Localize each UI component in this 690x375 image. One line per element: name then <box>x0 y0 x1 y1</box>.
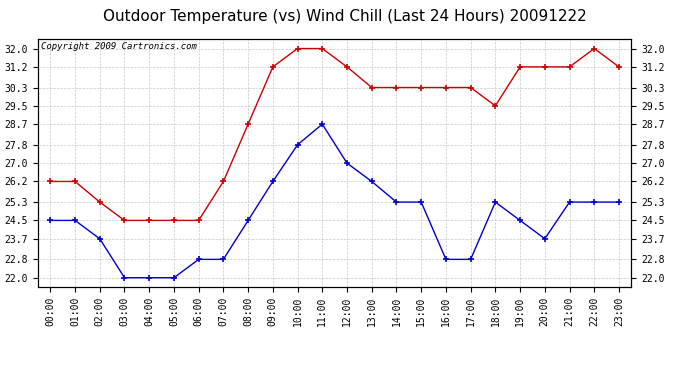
Text: Outdoor Temperature (vs) Wind Chill (Last 24 Hours) 20091222: Outdoor Temperature (vs) Wind Chill (Las… <box>103 9 587 24</box>
Text: Copyright 2009 Cartronics.com: Copyright 2009 Cartronics.com <box>41 42 197 51</box>
